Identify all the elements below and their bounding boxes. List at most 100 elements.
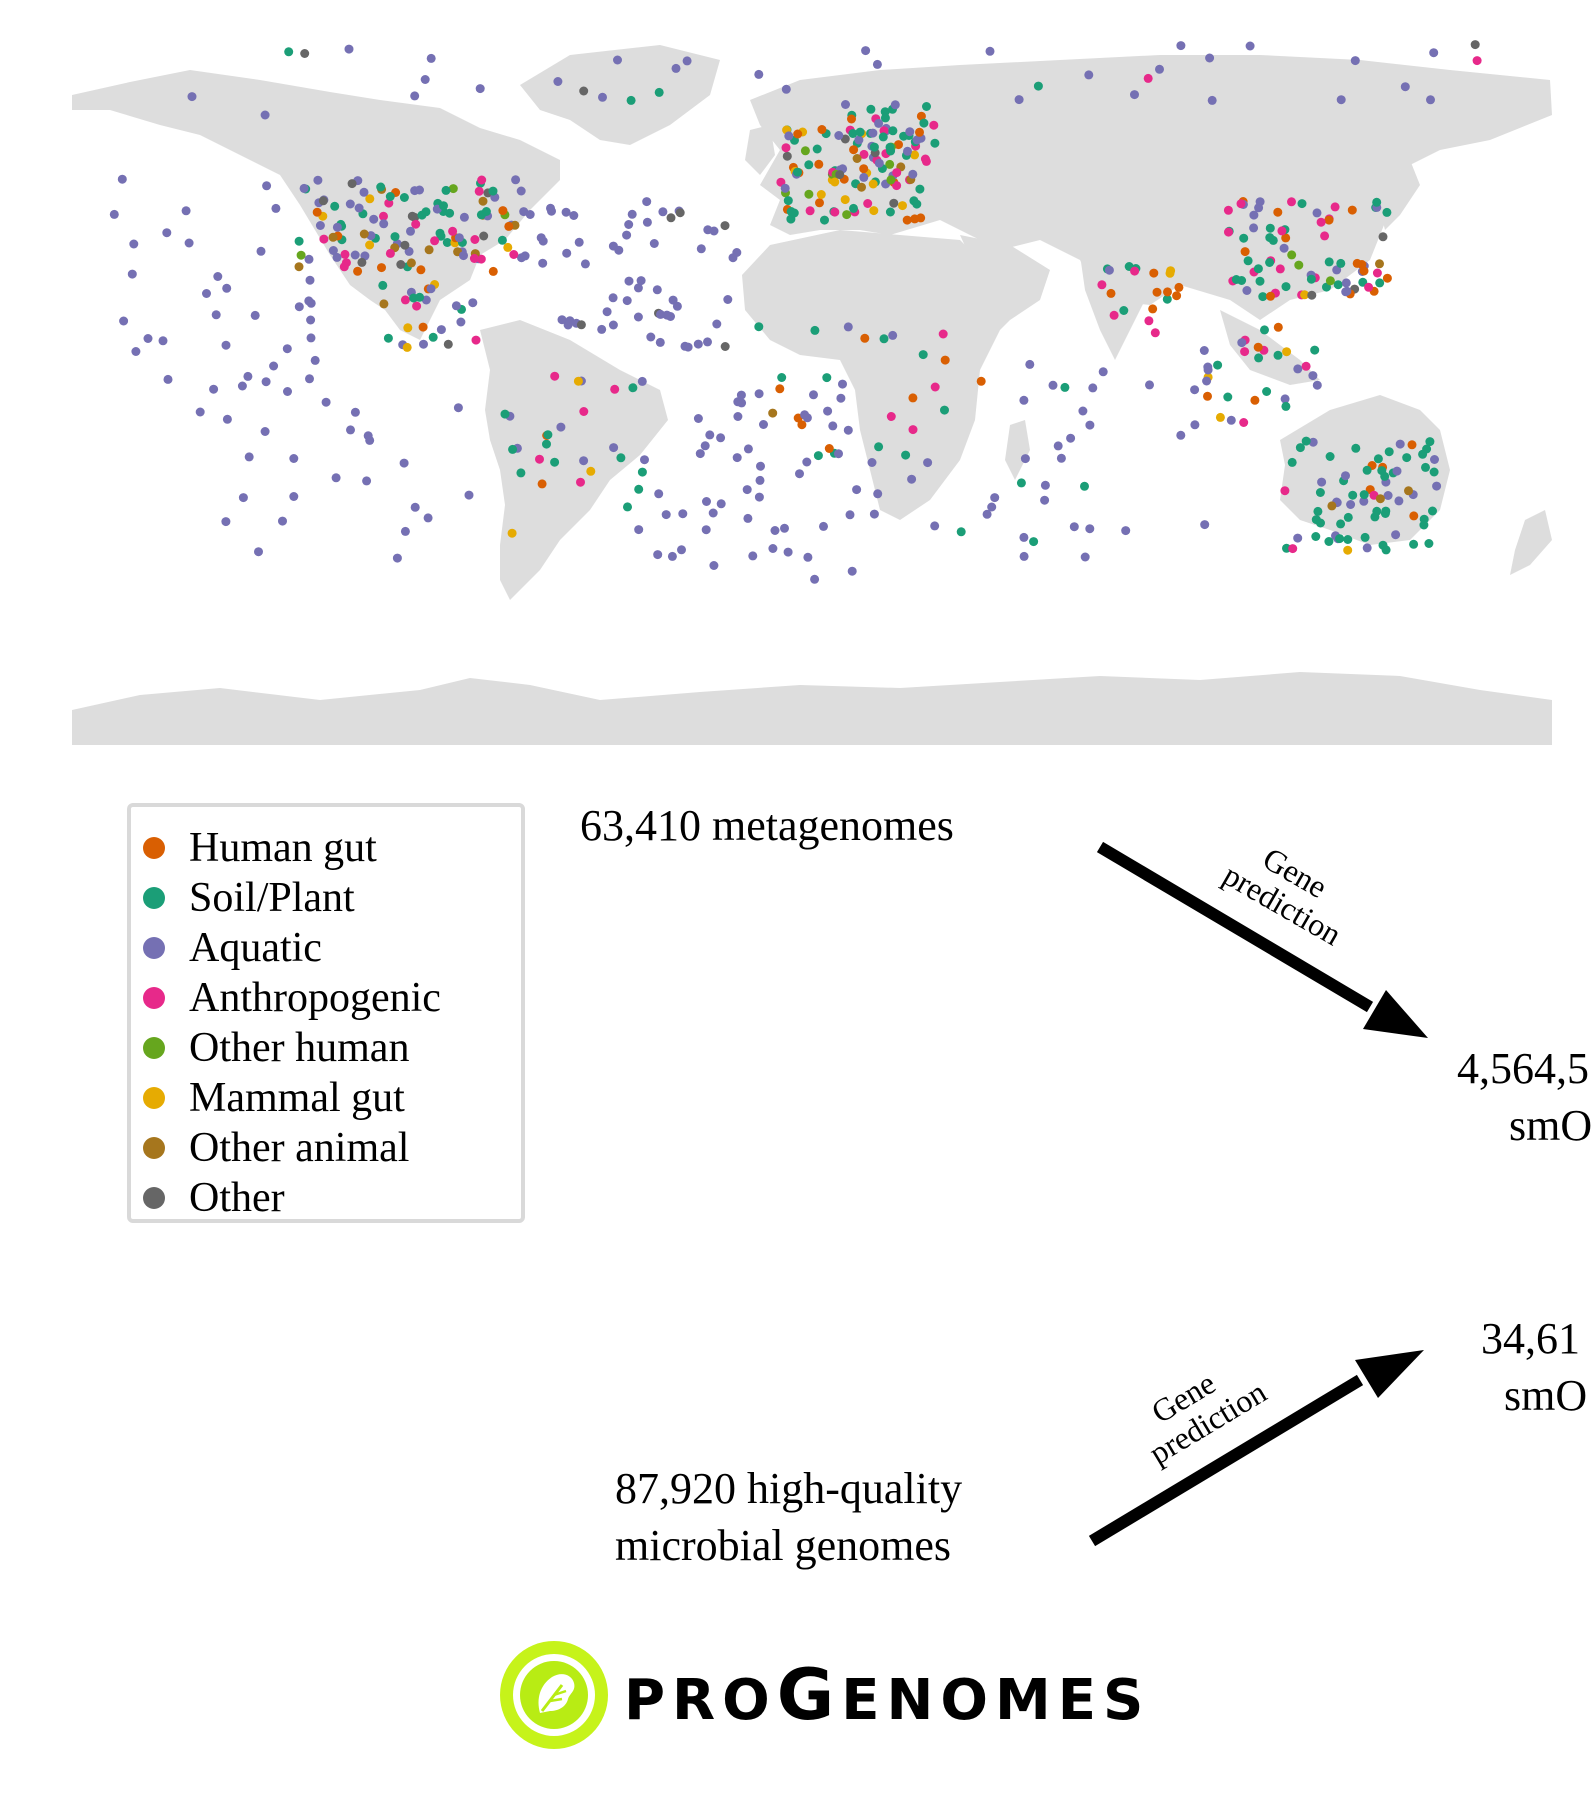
sample-point [878, 132, 888, 142]
sample-point [426, 284, 436, 294]
sample-point [1341, 471, 1350, 481]
sample-point [608, 320, 618, 330]
sample-point [1130, 266, 1140, 276]
sample-point [845, 510, 855, 520]
sample-point [410, 91, 420, 101]
sample-point [1306, 274, 1316, 284]
sample-point [781, 84, 791, 94]
sample-point [819, 521, 828, 531]
sample-point [1428, 506, 1437, 516]
sample-point [508, 444, 518, 454]
smorfs-genome-label: smO [1504, 1371, 1588, 1420]
sample-point [402, 342, 412, 352]
sample-point [671, 63, 681, 73]
sample-point [693, 339, 703, 349]
sample-point [894, 140, 903, 150]
sample-point [399, 193, 409, 202]
sample-point [908, 393, 918, 403]
sample-point [1174, 282, 1184, 292]
sample-point [306, 315, 316, 325]
sample-point [940, 405, 949, 415]
sample-point [332, 252, 342, 262]
sample-point [666, 213, 676, 223]
sample-point [1429, 467, 1439, 477]
sample-point [1325, 452, 1335, 461]
sample-point [667, 551, 677, 561]
sample-point [863, 199, 873, 208]
sample-point [261, 377, 271, 387]
sample-point [1470, 40, 1480, 50]
sample-point [1383, 491, 1393, 500]
sample-point [448, 226, 458, 236]
sample-point [331, 473, 341, 483]
sample-point [990, 493, 1000, 503]
sample-point [1254, 353, 1264, 363]
sample-point [430, 236, 440, 246]
sample-point [392, 553, 402, 563]
sample-point [732, 248, 742, 257]
sample-point [1273, 322, 1283, 332]
sample-point [1014, 95, 1024, 105]
sample-point [626, 95, 636, 105]
sample-point [131, 347, 141, 356]
sample-point [797, 420, 807, 430]
sample-point [1029, 537, 1039, 547]
sample-point [1223, 392, 1233, 402]
sample-point [1144, 316, 1154, 326]
sample-point [656, 309, 665, 319]
sample-point [1265, 258, 1275, 267]
sample-point [441, 185, 451, 195]
sample-point [1240, 247, 1250, 257]
legend: Human gut Soil/Plant Aquatic Anthropogen… [127, 803, 525, 1223]
sample-point [464, 490, 474, 500]
sample-point [574, 237, 584, 247]
sample-point [1020, 454, 1030, 464]
sample-point [1352, 258, 1362, 268]
sample-point [1282, 347, 1292, 357]
sample-point [624, 220, 634, 229]
sample-point [716, 499, 726, 509]
sample-point [1324, 257, 1334, 267]
sample-point [350, 250, 360, 260]
sample-point [1402, 453, 1412, 463]
sample-point [885, 159, 895, 169]
sample-point [1016, 478, 1026, 488]
sample-point [1152, 287, 1162, 297]
sample-point [1080, 552, 1090, 562]
sample-point [1372, 506, 1382, 516]
legend-item-soil-plant: Soil/Plant [143, 873, 521, 923]
sample-point [768, 544, 778, 553]
land-antarctica [72, 672, 1552, 745]
sample-point [1176, 41, 1186, 51]
sample-point [847, 114, 856, 124]
sample-point [359, 229, 369, 239]
sample-point [550, 371, 560, 381]
sample-point [556, 422, 566, 432]
sample-point [579, 456, 589, 466]
sample-point [330, 201, 340, 211]
sample-point [586, 466, 596, 476]
sample-point [873, 489, 883, 499]
sample-point [1239, 233, 1249, 243]
sample-point [888, 330, 898, 340]
sample-point [419, 339, 428, 349]
sample-point [1078, 406, 1088, 416]
sample-point [250, 310, 260, 320]
sample-point [1432, 481, 1442, 491]
sample-point [300, 49, 310, 58]
sample-point [283, 387, 292, 396]
sample-points [109, 40, 1482, 584]
legend-dot-anthropogenic [143, 987, 165, 1009]
sample-point [1207, 95, 1217, 105]
sample-point [1150, 328, 1160, 338]
sample-point [195, 407, 205, 417]
sample-point [869, 206, 879, 216]
sample-point [580, 259, 590, 269]
sample-point [1293, 364, 1303, 374]
sample-point [321, 397, 331, 407]
sample-point [1265, 233, 1275, 243]
sample-point [861, 46, 871, 56]
sample-point [658, 207, 668, 217]
land-madagascar [1005, 420, 1030, 480]
sample-point [399, 458, 409, 468]
